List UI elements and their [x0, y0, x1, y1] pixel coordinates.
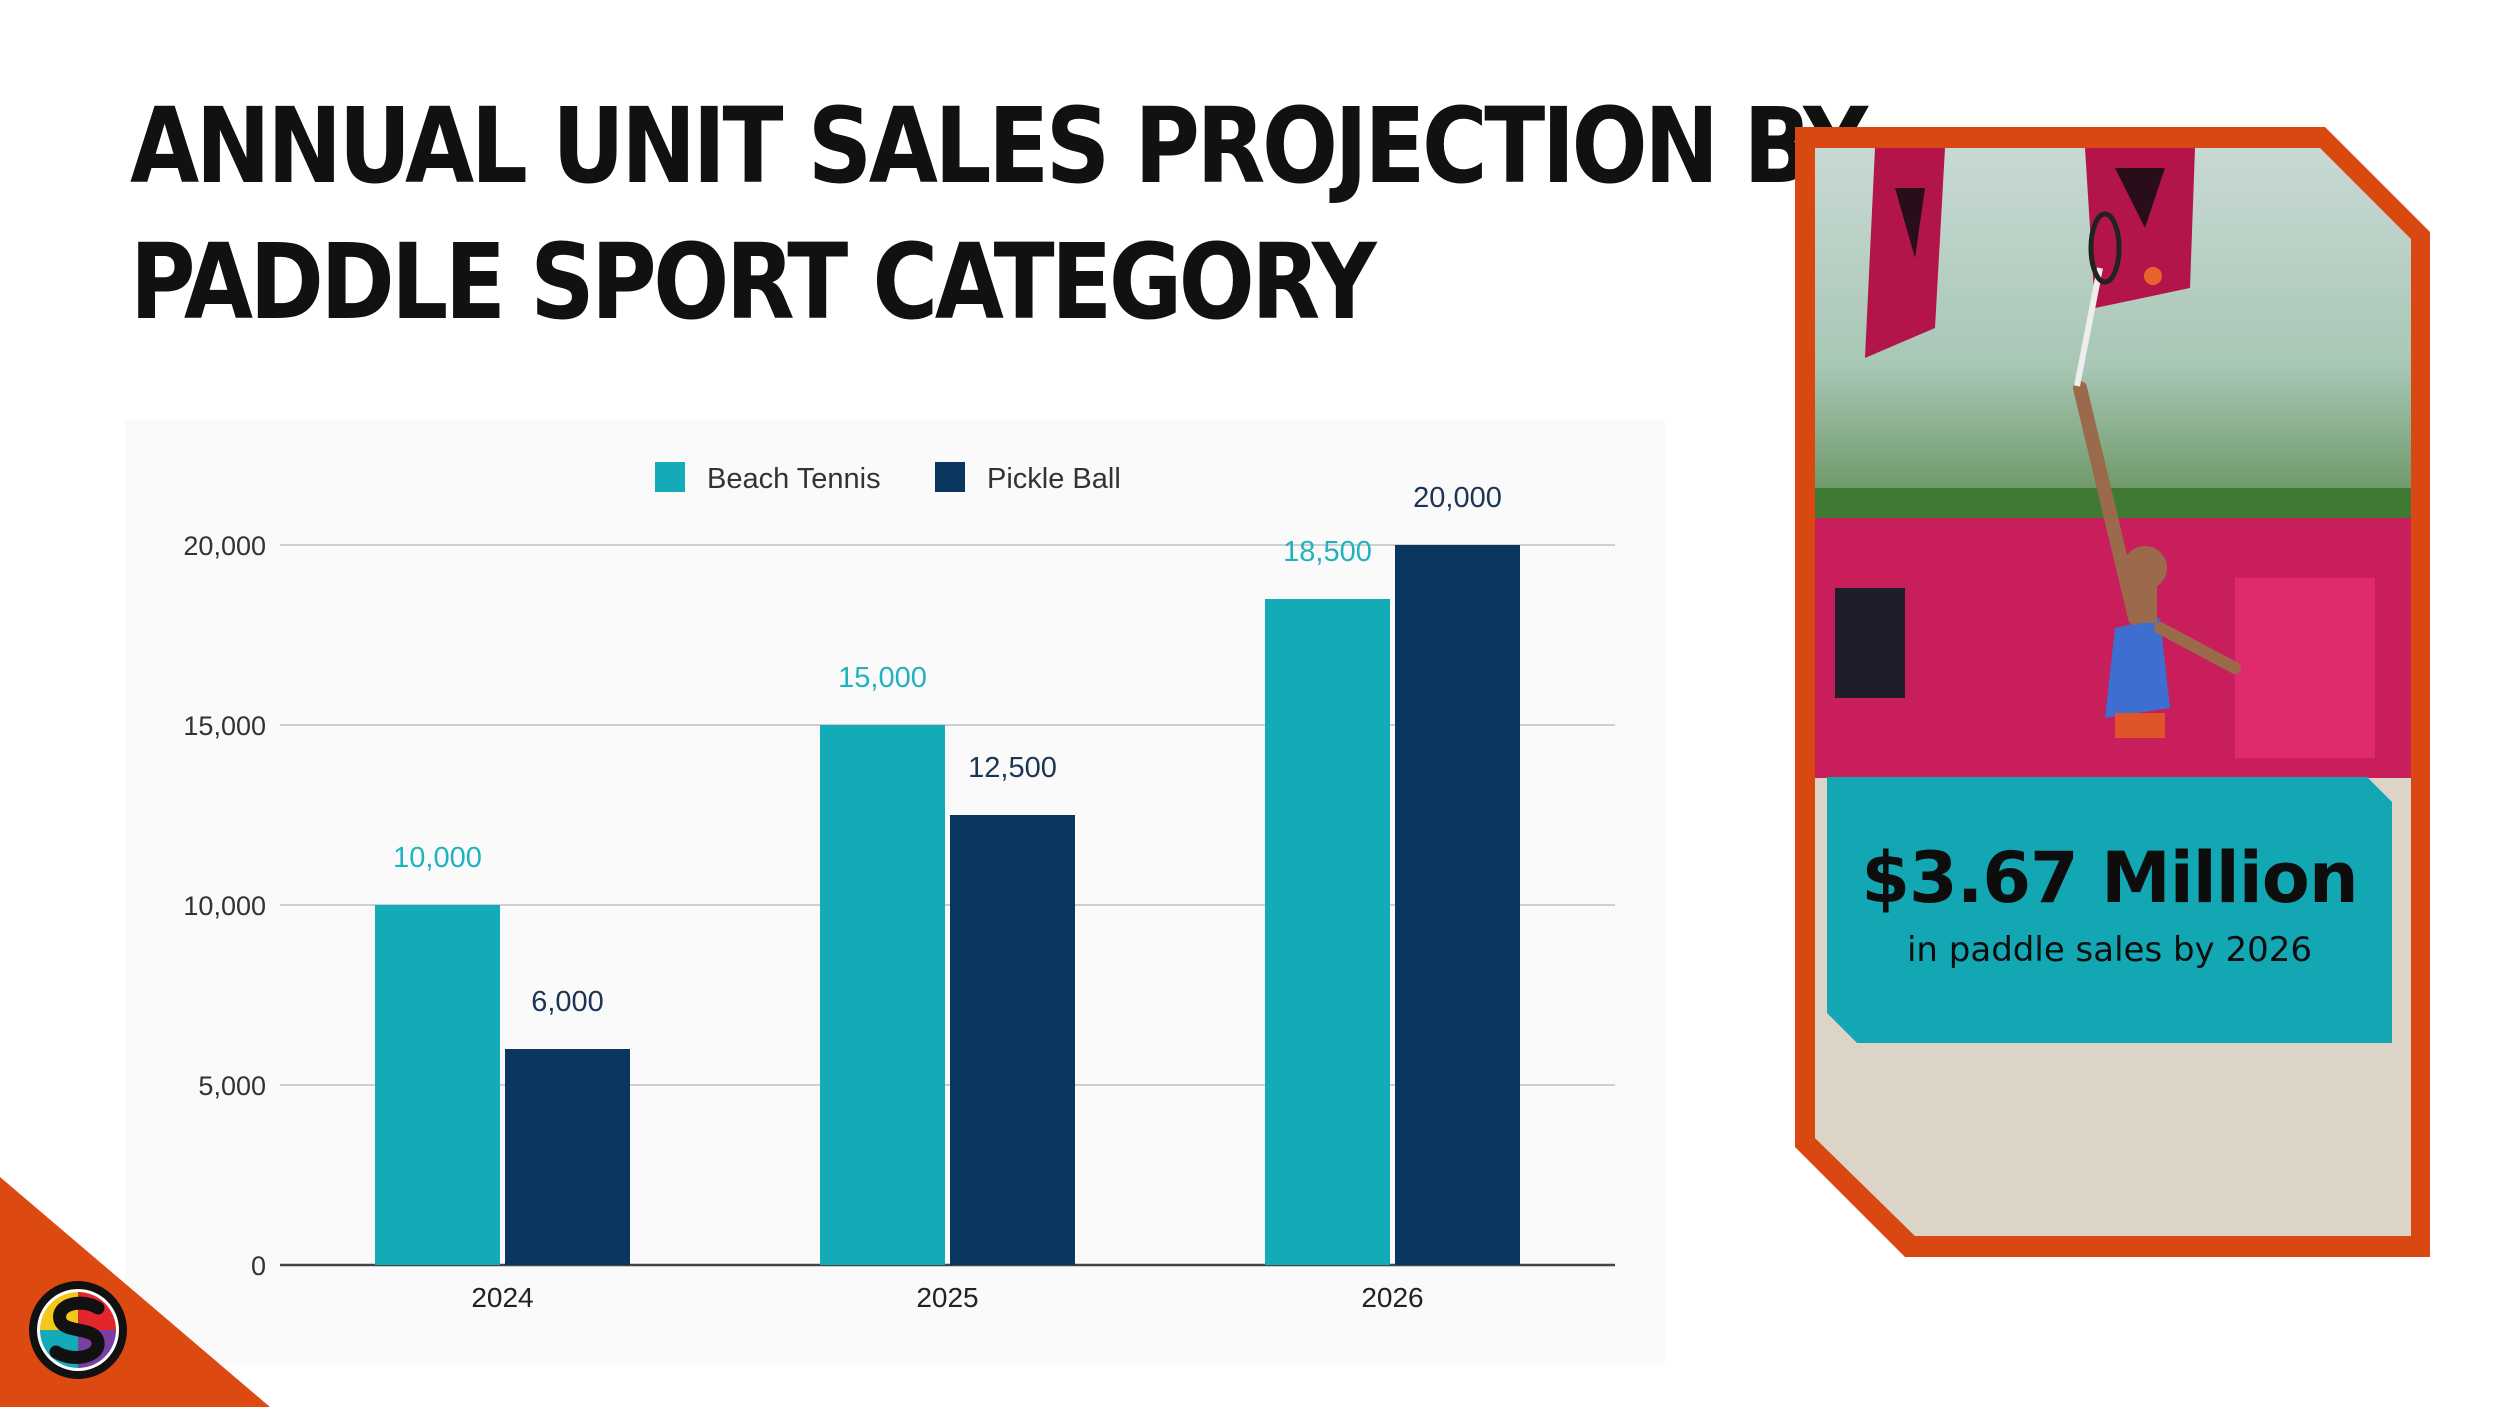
highlight-value: $3.67 Million	[1861, 837, 2358, 919]
data-label: 6,000	[531, 986, 604, 1018]
y-tick-label: 0	[251, 1251, 266, 1281]
bar	[1265, 599, 1390, 1265]
data-label: 12,500	[968, 752, 1057, 784]
legend-swatch	[655, 462, 685, 492]
bar	[375, 905, 500, 1265]
slide-title-line-1: ANNUAL UNIT SALES PROJECTION BY	[130, 85, 1868, 207]
data-label: 15,000	[838, 662, 927, 694]
x-tick-label: 2026	[1361, 1282, 1423, 1313]
bar	[820, 725, 945, 1265]
highlight-caption: in paddle sales by 2026	[1906, 930, 2313, 970]
bar-chart: 0 5,000 10,000 15,000 20,000 2024 10,000 6,000 2…	[183, 462, 1615, 1313]
legend-swatch	[935, 462, 965, 492]
legend-label: Beach Tennis	[707, 463, 881, 495]
data-label: 18,500	[1283, 536, 1372, 568]
slide-title-line-2: PADDLE SPORT CATEGORY	[130, 221, 1377, 343]
slide-title: ANNUAL UNIT SALES PROJECTION BY PADDLE S…	[130, 78, 1868, 350]
y-tick-label: 10,000	[183, 891, 266, 921]
brand-logo-icon	[29, 1281, 127, 1379]
x-tick-label: 2024	[471, 1282, 533, 1313]
sales-highlight-banner: $3.67 Million in paddle sales by 2026	[1827, 777, 2392, 1043]
chart-panel: 0 5,000 10,000 15,000 20,000 2024 10,000 6,000 2…	[125, 420, 1665, 1365]
x-tick-label: 2025	[916, 1282, 978, 1313]
legend-label: Pickle Ball	[987, 463, 1121, 495]
data-label: 10,000	[393, 842, 482, 874]
data-label: 20,000	[1413, 482, 1502, 514]
y-tick-label: 5,000	[198, 1071, 266, 1101]
beach-tennis-photo	[1815, 148, 2411, 1236]
bar	[505, 1049, 630, 1265]
bar	[1395, 545, 1520, 1265]
bar	[950, 815, 1075, 1265]
beach-tennis-player-illustration	[1815, 148, 2411, 1236]
y-tick-label: 15,000	[183, 711, 266, 741]
y-tick-label: 20,000	[183, 531, 266, 561]
